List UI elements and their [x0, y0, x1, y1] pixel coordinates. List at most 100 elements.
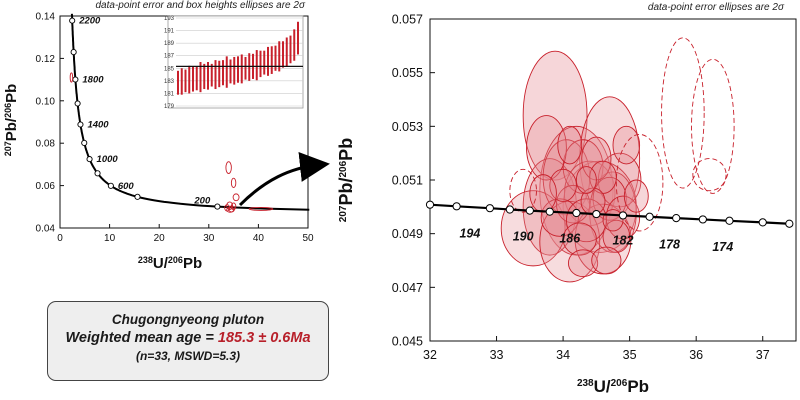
zoom-data-ellipse	[575, 166, 597, 194]
zoom-age-label: 186	[559, 231, 581, 245]
inset-age-bar	[237, 56, 239, 83]
overview-concordia-points: 2200 1800 1400 1000 600 200	[69, 16, 221, 210]
zoom-data-ellipse	[529, 174, 557, 213]
overview-y-axis-sup2: 206	[3, 103, 13, 118]
overview-y-axis-pb1: Pb/	[3, 117, 20, 141]
overview-age-label: 1800	[82, 75, 104, 86]
inset-y-tick-label: 179	[164, 104, 175, 110]
inset-age-bar	[289, 35, 292, 64]
inset-age-bar	[188, 65, 191, 94]
zoom-concordia-point	[425, 200, 435, 209]
inset-age-bar	[210, 63, 213, 87]
overview-concordia-point	[134, 193, 141, 200]
zoom-data-ellipse	[522, 158, 577, 256]
inset-y-tick-label: 185	[164, 66, 175, 72]
inset-age-bar	[233, 56, 236, 85]
zoom-data-ellipse	[562, 222, 597, 256]
weighted-mean-inset-chart: 179 181 183 185 187 189 191 193	[164, 15, 304, 110]
inset-age-bar	[218, 60, 221, 88]
note-left: data-point error and box heights ellipse…	[96, 0, 306, 11]
overview-concordia-point	[107, 182, 114, 189]
inset-y-tick-label: 181	[164, 91, 175, 97]
overview-y-axis-sup1: 207	[3, 141, 13, 156]
inset-y-tick-label: 183	[164, 79, 175, 85]
zoom-x-tick-label: 32	[423, 348, 437, 362]
inset-age-bar	[222, 60, 224, 86]
inset-age-bar	[180, 68, 183, 95]
inset-age-bar	[199, 62, 202, 93]
zoom-concordia-point	[592, 209, 601, 219]
zoom-age-label: 194	[459, 227, 480, 241]
overview-x-tick-label: 40	[253, 233, 265, 244]
overview-age-label: 1400	[87, 120, 109, 131]
summary-title: Chugongnyeong pluton	[111, 312, 265, 327]
zoom-concordia-point	[758, 218, 767, 227]
overview-y-tick-label: 0.08	[36, 139, 56, 150]
inset-age-bar	[244, 56, 247, 80]
zoom-concordia-point	[545, 207, 554, 216]
inset-age-bar	[255, 50, 258, 81]
zoom-y-axis-sup1: 207	[338, 205, 349, 222]
inset-age-bar	[293, 29, 296, 61]
inset-age-bar	[259, 50, 262, 78]
zoom-y-tick-label: 0.055	[392, 66, 423, 80]
overview-concordia-point	[86, 156, 93, 163]
overview-concordia-point	[69, 17, 76, 24]
zoom-age-label: 178	[659, 237, 680, 251]
zoom-y-ticks: 0.045 0.047 0.049 0.051 0.053 0.055 0.057	[392, 13, 435, 349]
overview-age-label: 2200	[78, 16, 101, 27]
concordia-overview-chart: 0 10 20 30 40 50 0.04 0.06 0.08 0.10 0.12 0.14 220…	[3, 12, 314, 273]
summary-age-value: 185.3 ± 0.6Ma	[217, 330, 311, 346]
overview-y-tick-label: 0.12	[36, 54, 56, 65]
overview-age-label: 600	[118, 181, 135, 192]
inset-y-tick-label: 193	[164, 16, 175, 22]
inset-age-bar	[214, 60, 217, 90]
overview-data-ellipse	[226, 206, 235, 213]
zoom-concordia-point	[672, 214, 681, 223]
zoom-rejected-ellipse	[661, 37, 705, 189]
inset-age-bar	[248, 53, 251, 81]
overview-x-tick-label: 50	[302, 233, 314, 244]
overview-concordia-point	[94, 170, 101, 177]
overview-concordia-point	[74, 100, 81, 107]
zoom-x-ticks: 32 33 34 35 36 37	[423, 336, 770, 362]
zoom-concordia-point	[698, 215, 707, 224]
zoom-x-axis-pb: Pb	[627, 377, 649, 396]
overview-x-axis-sup1: 238	[138, 255, 153, 265]
overview-y-tick-label: 0.14	[36, 12, 56, 23]
zoom-y-axis-pb1: Pb/	[336, 178, 356, 206]
overview-data-ellipse	[225, 161, 232, 174]
overview-concordia-point	[214, 203, 221, 210]
overview-concordia-point	[72, 76, 79, 83]
overview-y-axis-label: 207Pb/206Pb	[3, 84, 20, 157]
overview-age-label: 1000	[97, 154, 119, 165]
zoom-data-ellipse	[602, 219, 631, 253]
overview-data-ellipse	[248, 206, 274, 211]
zoom-data-ellipse	[567, 249, 599, 278]
zoom-x-tick-label: 34	[556, 348, 570, 362]
inset-frame	[167, 15, 304, 109]
zoom-data-ellipse	[526, 115, 567, 181]
zoom-concordia-point	[645, 212, 654, 221]
zoom-y-tick-label: 0.047	[392, 281, 423, 295]
overview-x-tick-label: 10	[104, 233, 116, 244]
inset-y-tick-label: 189	[164, 41, 175, 47]
zoom-x-tick-label: 35	[623, 348, 637, 362]
summary-stats: (n=33, MSWD=5.3)	[135, 349, 241, 363]
summary-box: Chugongnyeong pluton Weighted mean age =…	[47, 301, 329, 381]
overview-x-ticks: 0 10 20 30 40 50	[57, 224, 314, 244]
inset-age-bar	[184, 69, 187, 93]
inset-age-bars	[177, 21, 299, 95]
inset-y-tick-label: 191	[164, 29, 175, 35]
zoom-y-tick-label: 0.049	[392, 227, 423, 241]
zoom-age-label: 174	[712, 240, 733, 254]
zoom-concordia-points	[425, 200, 794, 228]
zoom-y-tick-label: 0.053	[392, 120, 423, 134]
inset-age-bar	[285, 37, 288, 67]
overview-x-axis-pb: Pb	[183, 255, 202, 272]
inset-age-bar	[207, 62, 209, 90]
zoom-concordia-point	[725, 216, 734, 225]
zoom-data-ellipse	[623, 179, 649, 213]
inset-age-bar	[225, 56, 228, 88]
